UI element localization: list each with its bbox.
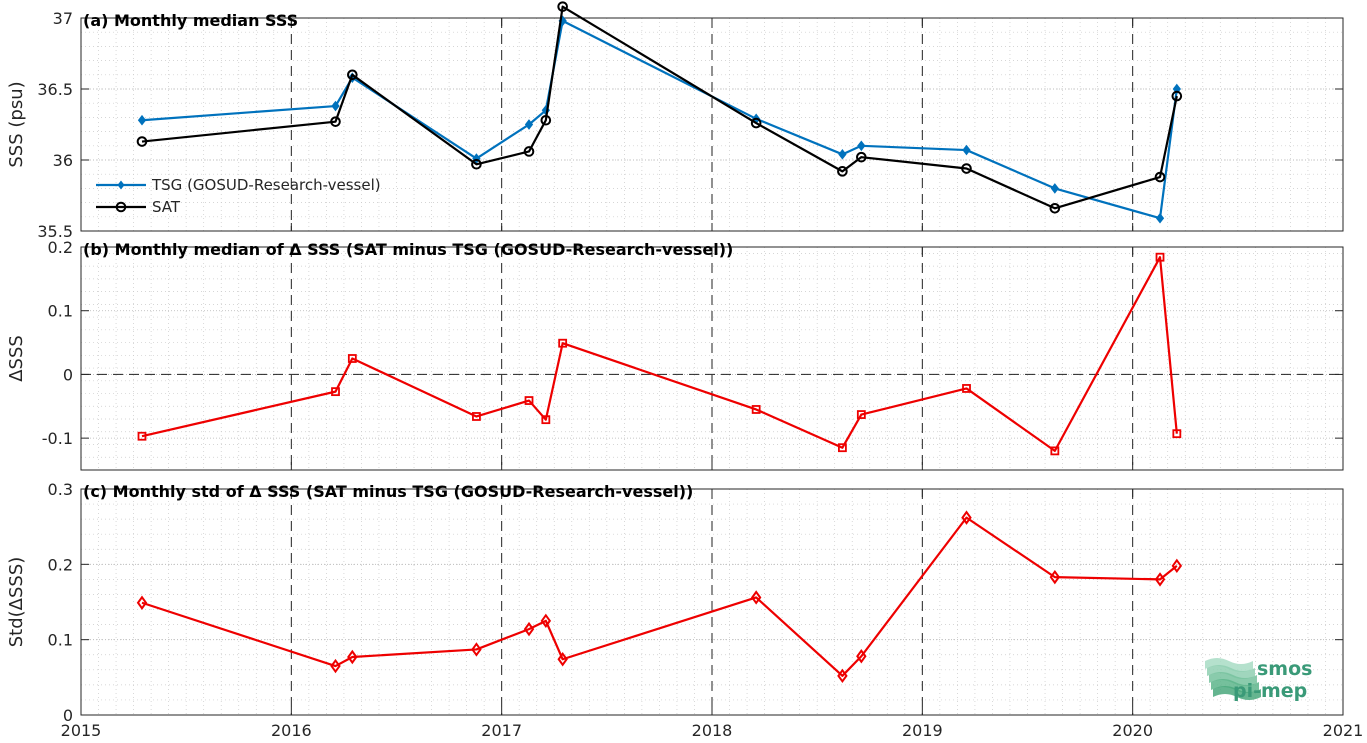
data-point-marker bbox=[837, 668, 848, 684]
data-point-marker bbox=[961, 163, 972, 174]
logo-wave-shape bbox=[1205, 658, 1253, 672]
data-point-marker bbox=[1155, 252, 1165, 262]
data-point-marker bbox=[557, 1, 568, 12]
data-point-marker bbox=[1172, 429, 1182, 439]
data-point-marker bbox=[331, 387, 340, 397]
logo-wave-shape bbox=[1209, 672, 1257, 686]
y-tick-label: 0.2 bbox=[48, 555, 73, 574]
data-point-marker bbox=[1049, 569, 1061, 585]
y-tick-label: 0.1 bbox=[48, 631, 73, 650]
data-point-marker bbox=[540, 613, 552, 629]
data-point-marker bbox=[750, 590, 762, 605]
y-tick-label: 0.3 bbox=[48, 480, 73, 499]
y-tick-label: 36 bbox=[53, 151, 73, 170]
data-point-marker bbox=[856, 649, 867, 664]
data-point-marker bbox=[330, 116, 341, 127]
legend-marker bbox=[117, 180, 125, 190]
panel-title: (c) Monthly std of Δ SSS (SAT minus TSG … bbox=[83, 482, 693, 501]
series-line bbox=[141, 5, 1178, 210]
data-point-marker bbox=[962, 144, 971, 156]
x-tick-label: 2017 bbox=[481, 721, 522, 740]
y-axis-label: Std(ΔSSS) bbox=[6, 557, 27, 648]
logo-wave-shape bbox=[1213, 686, 1261, 700]
data-point-marker bbox=[541, 415, 551, 425]
data-point-marker bbox=[1050, 183, 1059, 194]
data-point-marker bbox=[857, 140, 866, 152]
data-point-marker bbox=[558, 338, 568, 348]
panel-b-delta-sss: -0.1 0 0.1 0.2 ΔSSS (b) Monthly median of Δ S… bbox=[6, 238, 1344, 471]
series-line bbox=[141, 256, 1178, 452]
data-point-marker bbox=[751, 405, 761, 414]
data-point-marker bbox=[1171, 558, 1183, 574]
data-point-marker bbox=[1171, 90, 1183, 102]
data-point-marker bbox=[330, 658, 341, 674]
logo-wave-shape bbox=[1211, 679, 1259, 693]
data-point-marker bbox=[856, 410, 866, 419]
logo-text-pi-mep: pi-mep bbox=[1233, 680, 1307, 702]
series-line bbox=[141, 516, 1178, 677]
data-point-marker bbox=[136, 595, 148, 610]
data-point-marker bbox=[523, 621, 535, 637]
panel-title: (a) Monthly median SSS bbox=[83, 11, 298, 30]
x-tick-label: 2015 bbox=[61, 721, 102, 740]
x-tick-label: 2019 bbox=[902, 721, 943, 740]
logo-wave-shape bbox=[1207, 665, 1255, 679]
data-point-marker bbox=[471, 158, 482, 170]
y-tick-label: -0.1 bbox=[42, 429, 73, 448]
data-point-marker bbox=[471, 642, 482, 657]
data-point-marker bbox=[557, 652, 568, 667]
data-point-marker bbox=[137, 431, 147, 441]
data-point-marker bbox=[1050, 446, 1060, 456]
panel-a-monthly-median-sss: 35.5 36 36.5 37 SSS (psu) (a) Monthly median … bbox=[6, 1, 1344, 241]
data-point-marker bbox=[962, 384, 971, 393]
x-tick-label: 2016 bbox=[271, 721, 312, 740]
data-point-marker bbox=[347, 354, 357, 363]
data-point-marker bbox=[137, 114, 147, 126]
data-point-marker bbox=[750, 117, 762, 129]
y-tick-label: 36.5 bbox=[37, 80, 73, 99]
data-point-marker bbox=[838, 443, 847, 453]
data-point-marker bbox=[523, 146, 535, 157]
data-point-marker bbox=[540, 114, 552, 126]
logo-text-smos: smos bbox=[1257, 658, 1312, 680]
data-point-marker bbox=[1049, 202, 1061, 214]
y-axis-label: ΔSSS bbox=[6, 335, 27, 382]
y-tick-label: 35.5 bbox=[37, 222, 73, 241]
panel-title: (b) Monthly median of Δ SSS (SAT minus T… bbox=[83, 240, 733, 259]
legend-marker bbox=[115, 201, 127, 213]
y-axis-label: SSS (psu) bbox=[6, 81, 27, 167]
y-tick-label: 0 bbox=[63, 365, 73, 384]
data-point-marker bbox=[838, 149, 847, 160]
data-point-marker bbox=[524, 396, 534, 405]
legend-label: SAT bbox=[152, 198, 181, 216]
data-point-marker bbox=[961, 510, 972, 525]
data-point-marker bbox=[837, 166, 848, 177]
y-tick-label: 37 bbox=[53, 9, 73, 28]
legend-label: TSG (GOSUD-Research-vessel) bbox=[151, 176, 381, 194]
data-point-marker bbox=[347, 69, 358, 81]
data-point-marker bbox=[331, 100, 340, 112]
data-point-marker bbox=[1155, 212, 1165, 224]
x-tick-label: 2018 bbox=[692, 721, 733, 740]
x-tick-label: 2021 bbox=[1323, 721, 1364, 740]
data-point-marker bbox=[524, 119, 534, 130]
data-point-marker bbox=[347, 649, 358, 665]
x-tick-label: 2020 bbox=[1112, 721, 1153, 740]
data-point-marker bbox=[1154, 572, 1166, 587]
data-point-marker bbox=[472, 412, 481, 421]
data-point-marker bbox=[1154, 171, 1166, 183]
panel-c-std-delta-sss: 0 0.1 0.2 0.3 2015 2016 2017 2018 2019 2020 2021 St… bbox=[6, 480, 1363, 740]
data-point-marker bbox=[136, 136, 148, 147]
y-tick-label: 0.1 bbox=[48, 302, 73, 321]
data-point-marker bbox=[856, 151, 867, 163]
y-tick-label: 0 bbox=[63, 706, 73, 725]
y-tick-label: 0.2 bbox=[48, 238, 73, 257]
series-line bbox=[141, 19, 1178, 220]
